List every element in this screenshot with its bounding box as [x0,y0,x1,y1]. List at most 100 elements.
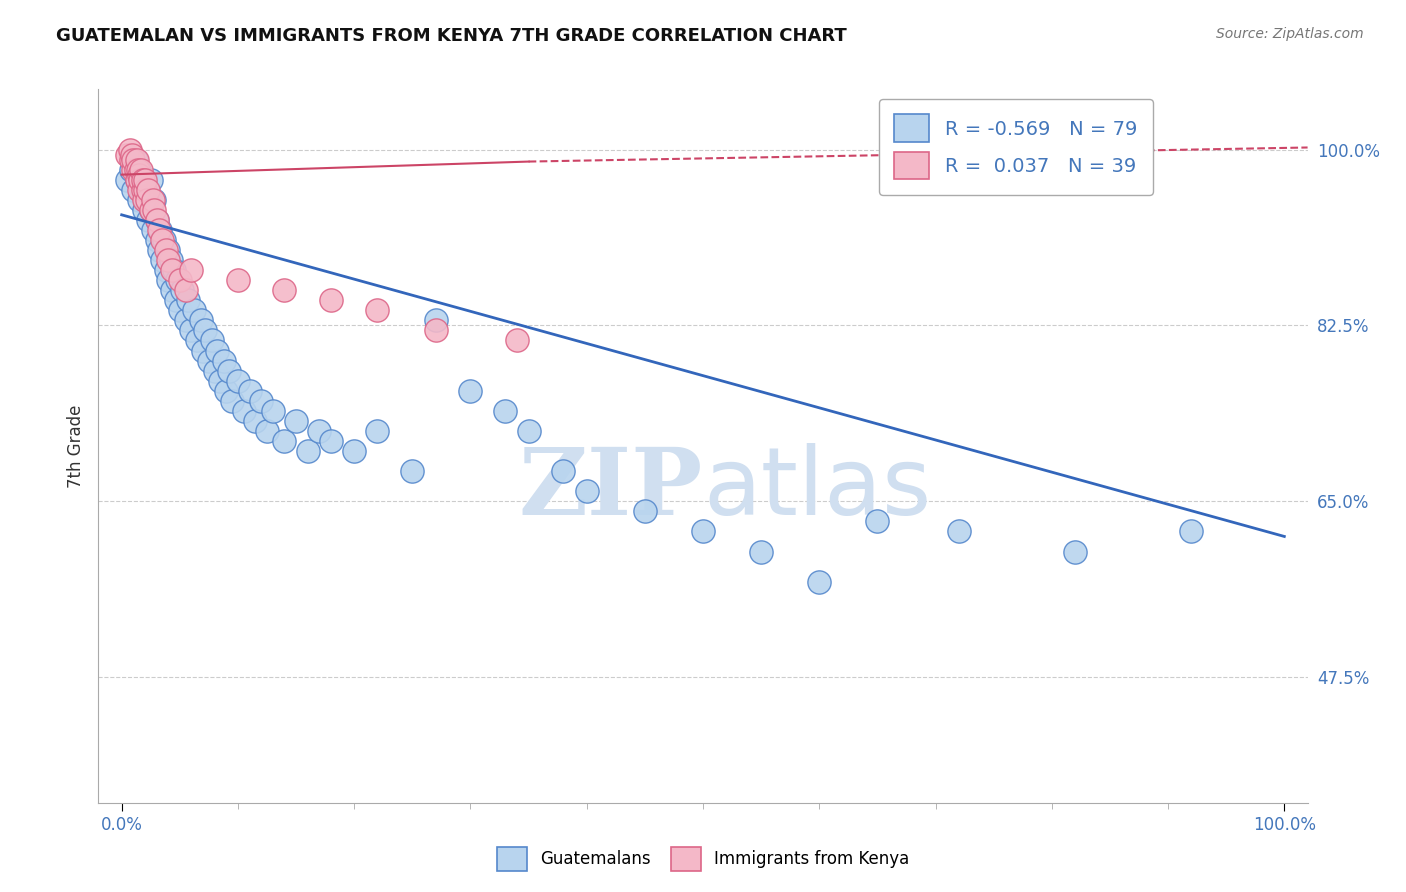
Point [134,183,156,197]
Point [142,193,165,207]
Point [150,253,173,268]
Point [553,464,575,478]
Point [128,193,150,207]
Point [460,384,482,398]
Point [183,303,205,318]
Point [506,334,529,348]
Point [172,283,194,297]
Point [118,143,141,157]
Point [157,253,180,268]
Point [138,212,160,227]
Point [155,263,177,277]
Point [139,202,162,217]
Point [180,323,202,337]
Point [129,172,152,186]
Point [121,147,143,161]
Point [425,323,447,337]
Point [273,283,295,297]
Point [120,162,142,177]
Point [749,544,772,558]
Point [201,334,224,348]
Point [191,343,214,358]
Point [174,283,197,297]
Point [160,263,183,277]
Point [132,193,155,207]
Point [204,363,226,377]
Point [157,243,180,257]
Point [148,243,170,257]
Point [366,303,388,318]
Point [122,153,145,167]
Point [401,464,423,478]
Point [273,434,295,448]
Point [132,202,155,217]
Text: ZIP: ZIP [519,444,703,533]
Point [634,504,657,518]
Point [124,162,146,177]
Point [190,313,212,327]
Point [174,313,197,327]
Point [152,233,174,247]
Point [131,172,153,186]
Point [226,273,249,287]
Point [138,183,160,197]
Point [169,273,191,287]
Point [124,153,146,167]
Point [127,162,149,177]
Point [145,212,167,227]
Point [180,263,202,277]
Point [297,444,319,458]
Text: GUATEMALAN VS IMMIGRANTS FROM KENYA 7TH GRADE CORRELATION CHART: GUATEMALAN VS IMMIGRANTS FROM KENYA 7TH … [56,27,846,45]
Point [148,223,170,237]
Point [948,524,970,539]
Point [517,424,540,438]
Point [205,343,228,358]
Point [343,444,366,458]
Point [215,384,238,398]
Point [142,223,165,237]
Point [128,183,150,197]
Point [308,424,330,438]
Text: atlas: atlas [703,442,931,535]
Point [866,515,889,529]
Point [166,273,188,287]
Point [134,172,156,186]
Point [425,313,447,327]
Point [186,334,208,348]
Y-axis label: 7th Grade: 7th Grade [66,404,84,488]
Point [1180,524,1202,539]
Point [128,162,150,177]
Point [159,253,181,268]
Point [218,363,240,377]
Text: Source: ZipAtlas.com: Source: ZipAtlas.com [1216,27,1364,41]
Point [117,147,139,161]
Point [117,172,139,186]
Point [149,223,172,237]
Point [120,153,142,167]
Point [177,293,200,308]
Point [245,414,267,428]
Point [136,183,159,197]
Point [209,374,232,388]
Point [145,212,167,227]
Point [128,168,150,182]
Point [262,404,284,418]
Point [131,183,153,197]
Legend: Guatemalans, Immigrants from Kenya: Guatemalans, Immigrants from Kenya [488,839,918,880]
Point [169,303,191,318]
Point [232,404,254,418]
Point [221,393,243,408]
Point [157,273,180,287]
Point [163,263,186,277]
Point [250,393,273,408]
Point [239,384,262,398]
Point [125,172,148,186]
Point [165,293,187,308]
Point [366,424,388,438]
Point [155,243,177,257]
Point [139,202,162,217]
Point [143,193,166,207]
Point [139,172,162,186]
Point [131,162,153,177]
Point [256,424,278,438]
